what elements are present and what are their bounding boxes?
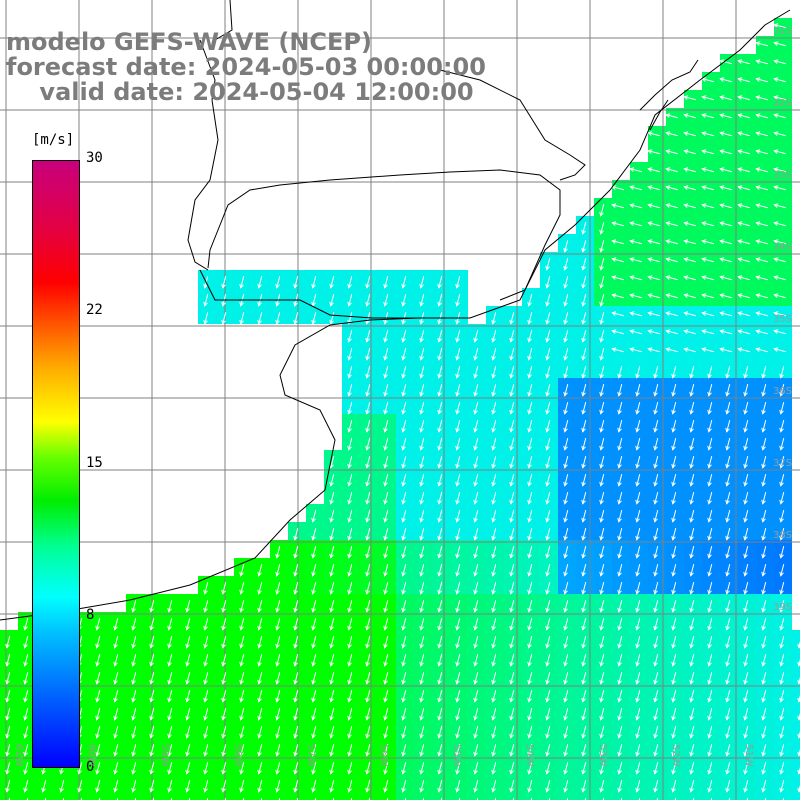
wind-speed-field <box>0 18 800 800</box>
lat-label: 35S <box>773 314 793 325</box>
lon-label: 51W <box>743 744 754 767</box>
colorbar-tick-0: 0 <box>86 759 95 775</box>
colorbar-tick-30: 30 <box>86 150 103 166</box>
lon-label: 58W <box>232 744 243 767</box>
colorbar-tick-8: 8 <box>86 607 95 623</box>
colorbar-unit: [m/s] <box>32 132 75 148</box>
lon-label: 52W <box>670 744 681 767</box>
lon-label: 56W <box>378 744 389 767</box>
colorbar <box>32 160 80 768</box>
lat-label: 37S <box>773 458 793 469</box>
lon-label: 59W <box>159 744 170 767</box>
lon-label: 57W <box>305 744 316 767</box>
lagoon-outline <box>639 59 699 131</box>
border-line <box>187 0 233 271</box>
title-valid-date: valid date: 2024-05-04 12:00:00 <box>6 78 474 106</box>
uruguay-outline <box>207 69 586 301</box>
title-forecast-date: forecast date: 2024-05-03 00:00:00 <box>6 53 486 81</box>
lat-label: 34S <box>773 242 793 253</box>
lat-label: 32S <box>773 98 793 109</box>
lon-label: 61W <box>13 744 24 767</box>
lat-label: 39S <box>773 602 793 613</box>
lon-label: 53W <box>597 744 608 767</box>
colorbar-tick-22: 22 <box>86 302 103 318</box>
lat-label: 36S <box>773 386 793 397</box>
lat-label: 38S <box>773 530 793 541</box>
river-plate-north-shore <box>199 269 440 319</box>
lon-label: 60W <box>86 744 97 767</box>
coastline <box>0 9 791 621</box>
lat-label: 33S <box>773 170 793 181</box>
title-model: modelo GEFS-WAVE (NCEP) <box>6 28 372 56</box>
map-title: modelo GEFS-WAVE (NCEP) forecast date: 2… <box>6 30 486 105</box>
lat-label: 31S <box>773 26 793 37</box>
lon-label: 54W <box>524 744 535 767</box>
colorbar-tick-15: 15 <box>86 455 103 471</box>
lon-label: 55W <box>451 744 462 767</box>
